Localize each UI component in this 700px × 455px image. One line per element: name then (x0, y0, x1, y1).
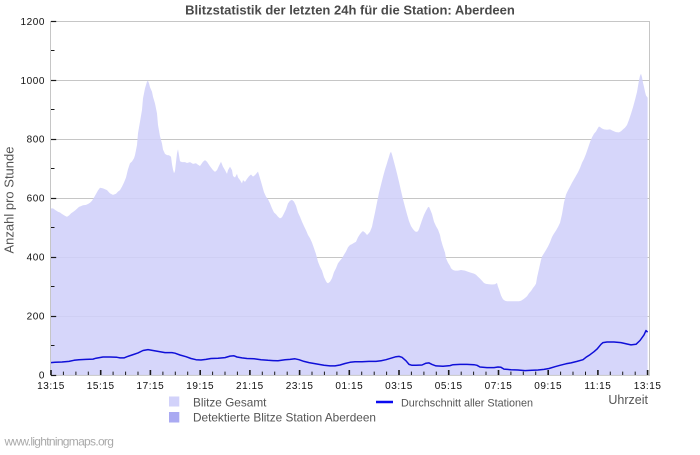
svg-text:200: 200 (27, 312, 45, 323)
svg-text:0: 0 (39, 371, 45, 382)
svg-text:Detektierte Blitze Station Abe: Detektierte Blitze Station Aberdeen (193, 411, 376, 425)
svg-text:Durchschnitt aller Stationen: Durchschnitt aller Stationen (401, 397, 533, 409)
svg-text:Anzahl pro Stunde: Anzahl pro Stunde (2, 147, 17, 254)
svg-text:07:15: 07:15 (485, 381, 513, 392)
svg-text:15:15: 15:15 (87, 381, 115, 392)
svg-text:19:15: 19:15 (186, 381, 214, 392)
svg-text:09:15: 09:15 (534, 381, 562, 392)
svg-text:800: 800 (27, 135, 45, 146)
svg-text:600: 600 (27, 194, 45, 205)
svg-text:www.lightningmaps.org: www.lightningmaps.org (4, 435, 114, 449)
svg-text:01:15: 01:15 (335, 381, 363, 392)
svg-text:Blitze Gesamt: Blitze Gesamt (193, 395, 267, 409)
svg-text:21:15: 21:15 (236, 381, 264, 392)
svg-text:400: 400 (27, 253, 45, 264)
svg-text:1200: 1200 (21, 17, 45, 28)
svg-text:Uhrzeit: Uhrzeit (608, 393, 648, 407)
svg-text:05:15: 05:15 (435, 381, 463, 392)
svg-text:1000: 1000 (21, 76, 45, 87)
svg-text:23:15: 23:15 (286, 381, 314, 392)
svg-text:Blitzstatistik der letzten 24h: Blitzstatistik der letzten 24h für die S… (185, 3, 515, 18)
svg-text:17:15: 17:15 (137, 381, 165, 392)
svg-text:11:15: 11:15 (584, 381, 611, 392)
svg-text:13:15: 13:15 (37, 381, 65, 392)
svg-text:13:15: 13:15 (634, 381, 662, 392)
svg-text:03:15: 03:15 (385, 381, 413, 392)
